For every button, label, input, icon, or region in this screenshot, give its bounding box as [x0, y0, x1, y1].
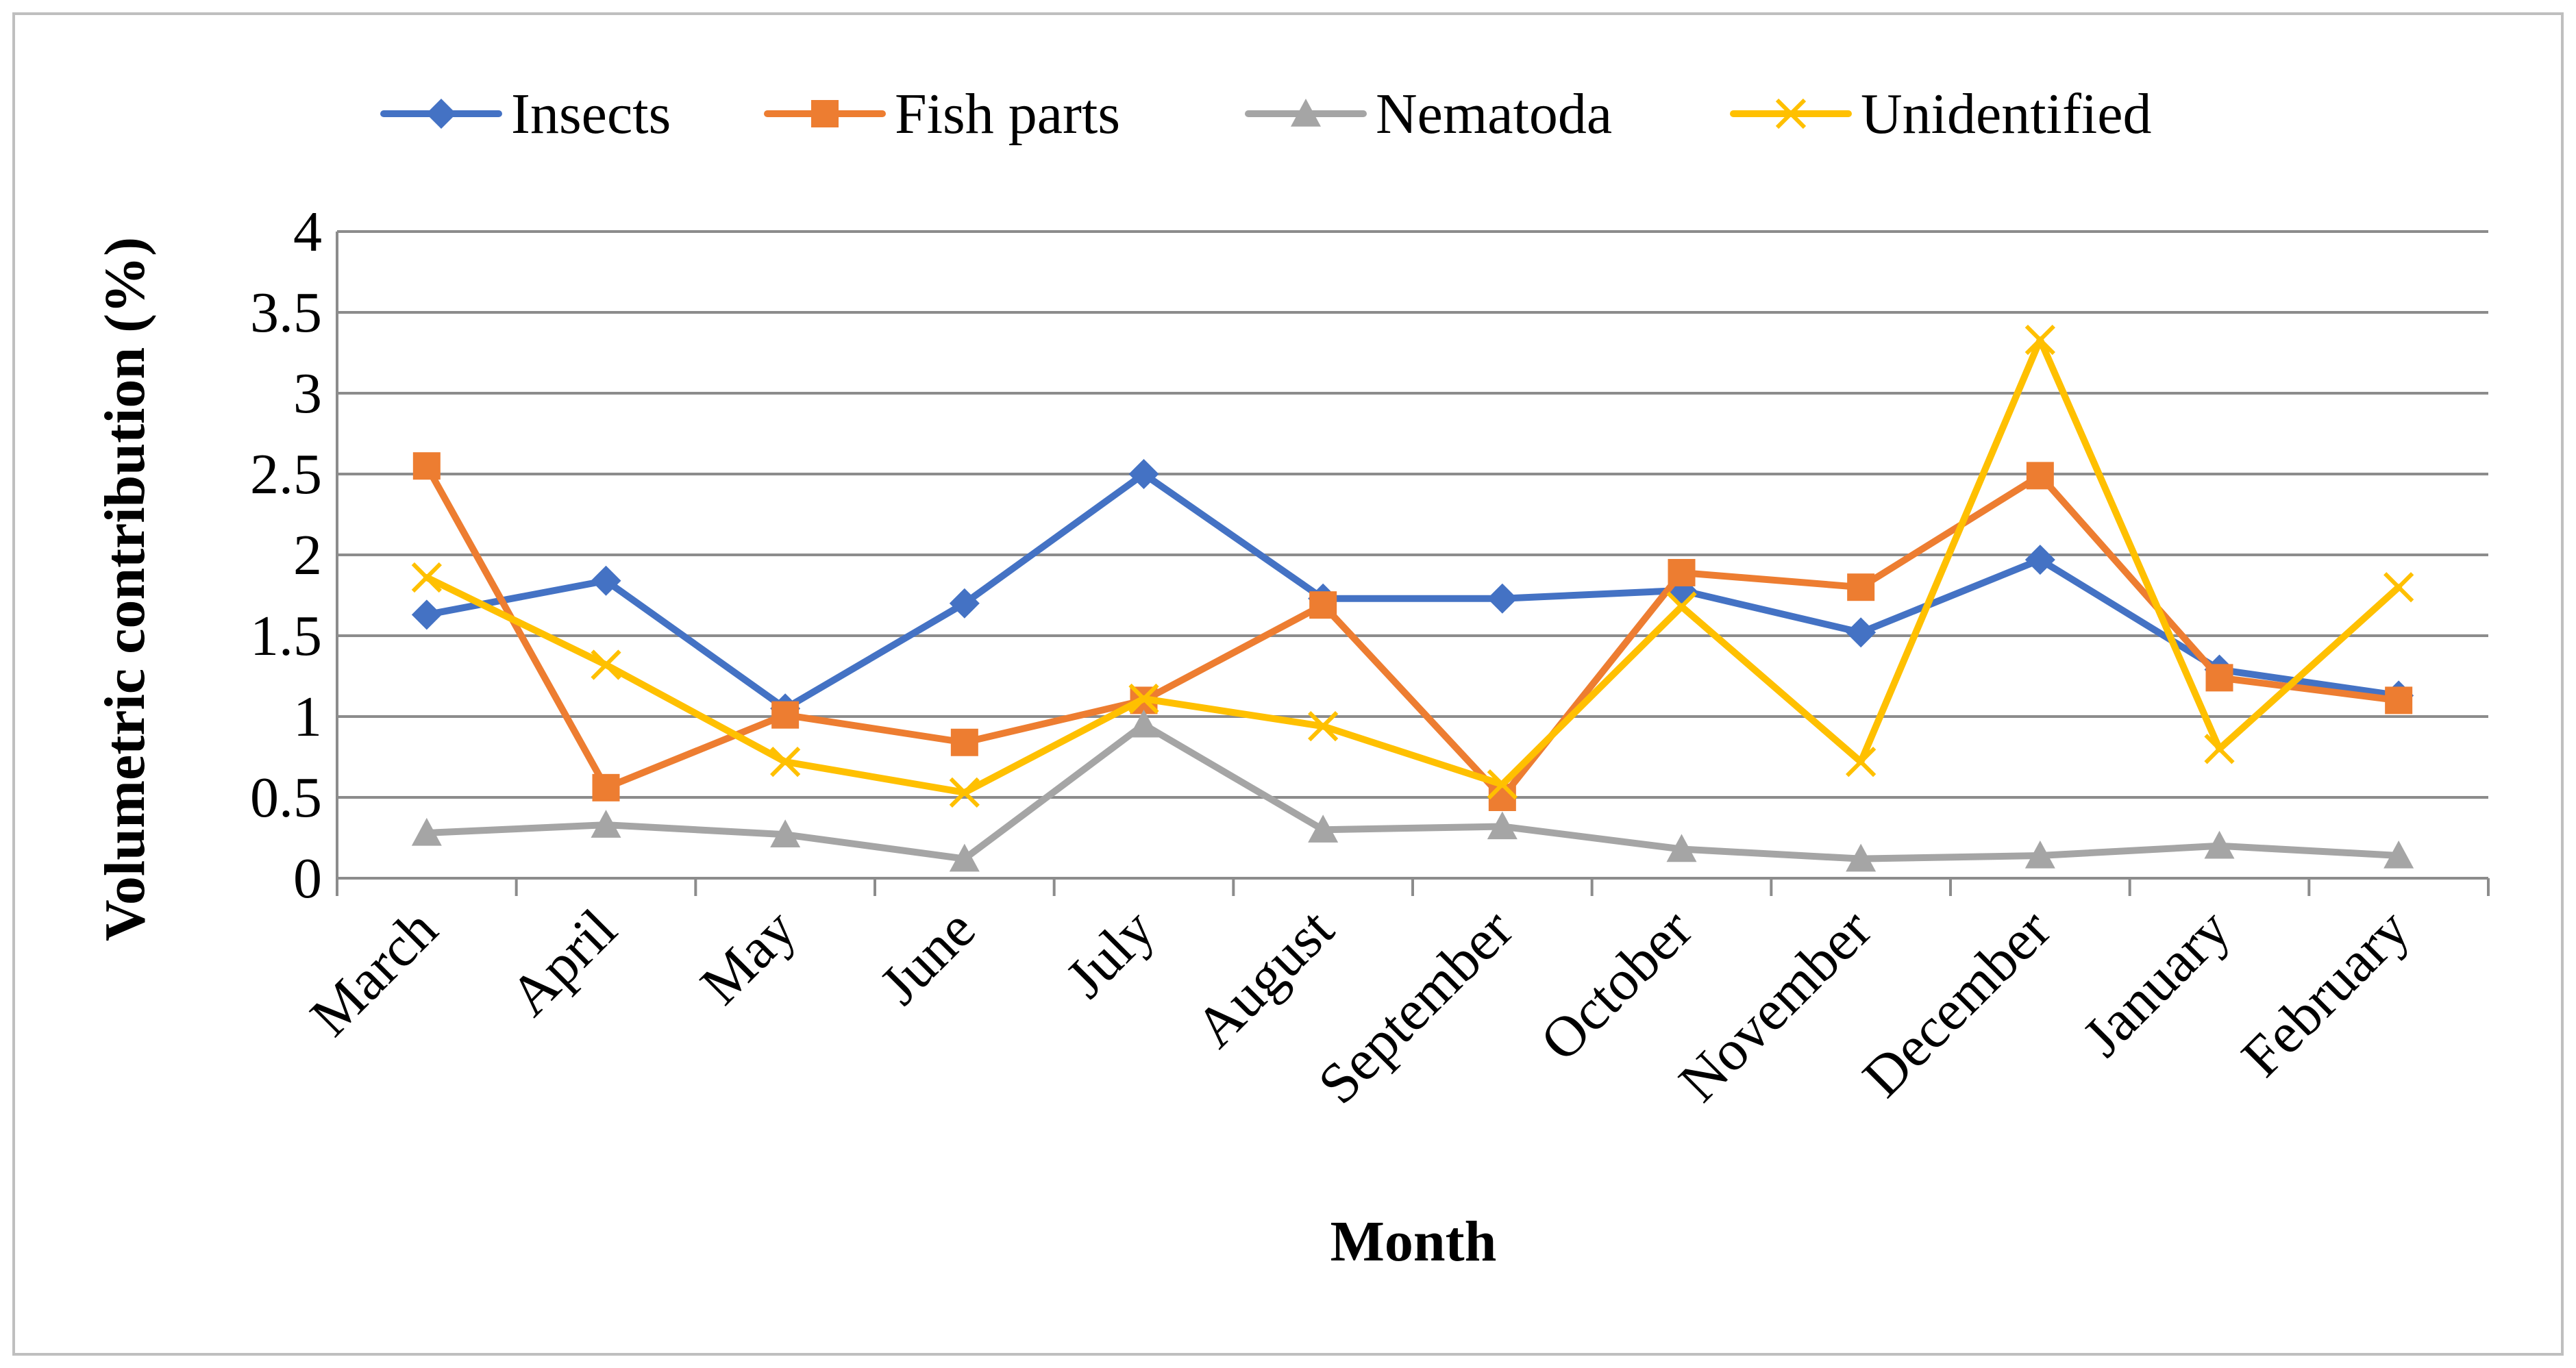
data-point-fish-parts: [1309, 591, 1337, 619]
data-point-nematoda: [1846, 843, 1877, 872]
data-point-insects: [411, 599, 442, 630]
series-fish-parts: [412, 452, 2413, 811]
data-point-unidentified: [591, 649, 621, 680]
legend-entry-insects: Insects: [380, 82, 671, 146]
data-point-fish-parts: [592, 773, 620, 801]
data-point-insects: [949, 588, 980, 619]
data-point-insects: [1487, 583, 1518, 614]
x-marker-stroke: [2383, 572, 2414, 603]
data-point-fish-parts: [1668, 558, 1696, 586]
data-point-fish-parts: [1847, 573, 1875, 601]
x-marker-stroke: [591, 649, 621, 680]
data-point-unidentified: [1308, 711, 1339, 742]
data-point-nematoda: [1487, 811, 1518, 840]
data-point-unidentified: [1666, 591, 1697, 622]
x-marker-stroke: [1775, 98, 1807, 129]
data-point-fish-parts: [771, 701, 800, 729]
data-point-nematoda: [591, 810, 621, 838]
y-axis-title: Volumetric contribution (%): [93, 237, 157, 941]
y-tick-label: 1.5: [250, 604, 322, 668]
legend-marker-fish-parts: [811, 100, 839, 127]
data-point-nematoda: [1666, 834, 1697, 862]
data-point-nematoda: [2204, 830, 2235, 859]
data-point-fish-parts: [2205, 664, 2233, 692]
data-point-nematoda: [411, 817, 442, 846]
data-point-nematoda: [1308, 814, 1339, 843]
data-point-fish-parts: [1488, 784, 1516, 811]
series-line-unidentified: [423, 336, 2403, 796]
x-marker-stroke: [770, 746, 801, 778]
data-point-unidentified: [411, 562, 442, 593]
y-tick-label: 3: [293, 362, 322, 425]
data-point-unidentified: [2024, 324, 2055, 356]
y-tick-label: 1: [293, 685, 322, 749]
data-point-unidentified: [2204, 734, 2235, 764]
data-point-nematoda: [949, 843, 980, 872]
x-marker-stroke: [1846, 746, 1877, 778]
data-point-fish-parts: [2385, 686, 2413, 714]
x-marker-stroke: [1487, 769, 1518, 800]
legend-entry-nematoda: Nematoda: [1245, 82, 1612, 146]
x-marker-stroke: [1666, 591, 1697, 622]
data-point-nematoda: [770, 819, 801, 847]
y-tick-label: 4: [293, 200, 322, 264]
data-point-unidentified: [949, 777, 980, 808]
data-point-fish-parts: [2026, 462, 2054, 490]
data-point-unidentified: [2383, 572, 2414, 603]
data-point-nematoda: [2024, 840, 2055, 869]
legend-entry-unidentified: Unidentified: [1730, 82, 2152, 146]
legend: Insects Fish parts Nematoda Unidentified: [380, 82, 2152, 146]
y-tick-label: 0: [293, 847, 322, 910]
legend-marker-insects: [426, 99, 456, 129]
data-point-insects: [591, 565, 621, 596]
x-marker-stroke: [949, 777, 980, 808]
data-point-unidentified: [1846, 746, 1877, 778]
y-tick-label: 0.5: [250, 766, 322, 830]
data-point-unidentified: [1487, 769, 1518, 800]
legend-label-nematoda: Nematoda: [1376, 82, 1612, 146]
series-line-nematoda: [423, 721, 2403, 862]
legend-entry-fish-parts: Fish parts: [764, 82, 1120, 146]
data-point-insects: [1128, 459, 1159, 489]
data-point-insects: [2024, 545, 2055, 575]
y-tick-label: 3.5: [250, 281, 322, 345]
series-nematoda: [411, 709, 2414, 872]
legend-label-insects: Insects: [511, 82, 671, 146]
y-tick-label: 2.5: [250, 443, 322, 506]
chart-border: [12, 12, 2564, 1356]
data-point-unidentified: [770, 746, 801, 778]
data-point-nematoda: [2383, 840, 2414, 869]
legend-label-unidentified: Unidentified: [1861, 82, 2152, 146]
data-point-fish-parts: [950, 728, 978, 756]
series-group: [411, 324, 2414, 872]
x-marker-stroke: [2024, 324, 2055, 356]
data-point-fish-parts: [412, 452, 441, 480]
legend-label-fish-parts: Fish parts: [895, 82, 1120, 146]
data-point-insects: [1846, 617, 1877, 648]
x-marker-stroke: [1308, 711, 1339, 742]
legend-marker-unidentified: [1775, 98, 1807, 129]
x-marker-stroke: [411, 562, 442, 593]
x-axis-title: Month: [1330, 1210, 1497, 1273]
data-point-nematoda: [1128, 709, 1159, 738]
data-point-unidentified: [1128, 683, 1159, 714]
x-marker-stroke: [1128, 683, 1159, 714]
series-unidentified: [411, 324, 2414, 808]
y-tick-label: 2: [293, 523, 322, 587]
series-line-insects: [423, 471, 2403, 712]
legend-marker-nematoda: [1291, 99, 1321, 127]
x-marker-stroke: [2204, 734, 2235, 764]
series-line-fish-parts: [423, 462, 2403, 801]
